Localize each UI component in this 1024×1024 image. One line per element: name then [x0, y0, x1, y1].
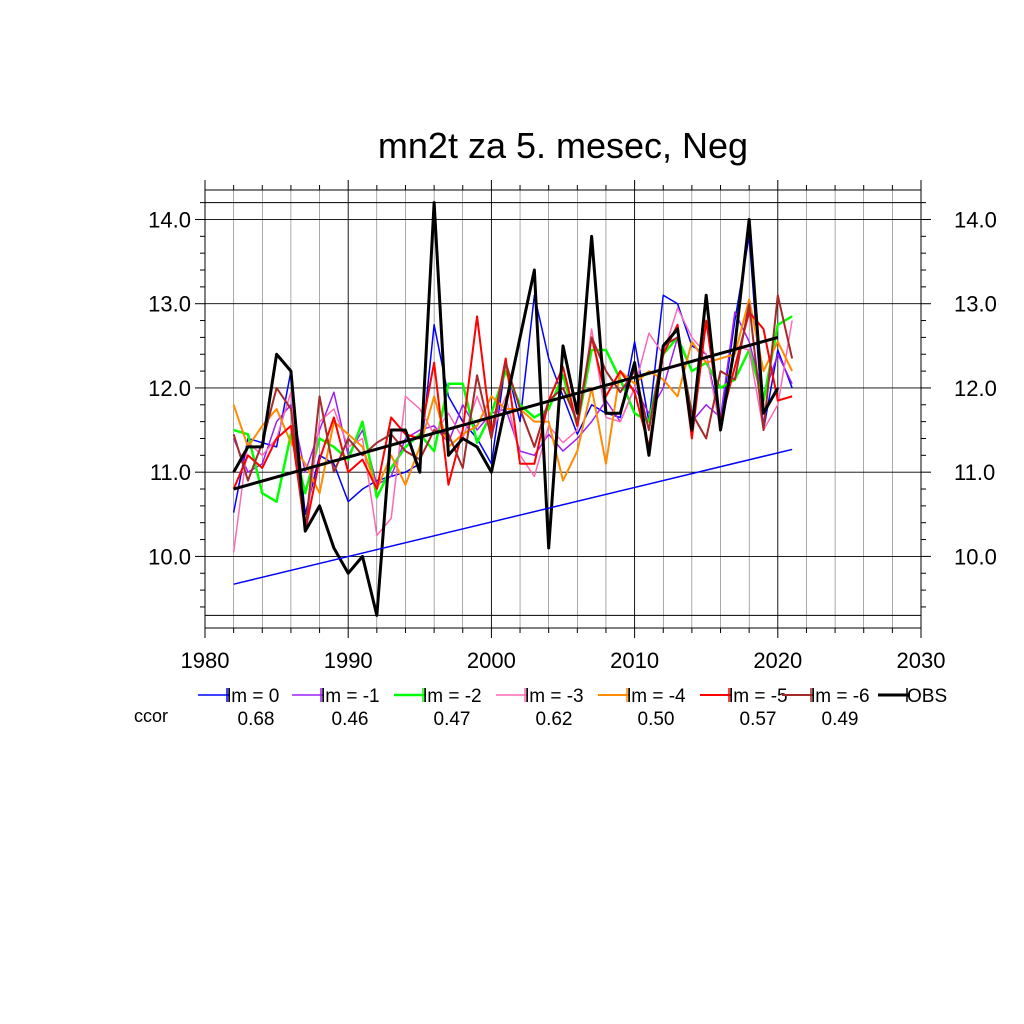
y-tick-label: 12.0 — [148, 376, 191, 401]
x-tick-label: 2010 — [610, 648, 659, 673]
grid — [204, 190, 922, 628]
x-tick-label: 2030 — [897, 648, 946, 673]
y-tick-label-right: 13.0 — [954, 292, 997, 317]
legend-label: lm = -5 — [729, 686, 788, 707]
series-line-lm-3 — [232, 307, 793, 553]
y-tick-label: 10.0 — [148, 544, 191, 569]
y-tick-label: 14.0 — [148, 207, 191, 232]
ccor-label: ccor — [134, 706, 168, 726]
trend-line-obs-trend — [233, 335, 779, 491]
legend-ccor-value: 0.57 — [740, 709, 777, 730]
legend-item: lm = 00.68 — [198, 686, 279, 730]
legend-label: lm = -2 — [423, 686, 482, 707]
legend-ccor-value: 0.50 — [638, 709, 675, 730]
legend-ccor-value: 0.46 — [332, 709, 369, 730]
x-tick-label: 2000 — [467, 648, 516, 673]
legend-item: lm = -20.47 — [394, 686, 482, 730]
legend-label: lm = -1 — [321, 686, 380, 707]
legend-item: lm = -50.57 — [700, 686, 788, 730]
legend-item: lm = -40.50 — [598, 686, 686, 730]
y-tick-label-right: 14.0 — [954, 207, 997, 232]
legend-label: OBS — [907, 686, 947, 707]
trend-line-lm-0-trend — [233, 448, 793, 585]
legend-ccor-value: 0.62 — [536, 709, 573, 730]
legend-label: lm = -3 — [525, 686, 584, 707]
axis-ticks: 1980 1990 2000 2010 2020 2030 10.0 10.0 11.0 11.0… — [148, 180, 997, 673]
y-tick-label: 11.0 — [150, 460, 191, 485]
series-line-obs — [232, 201, 780, 617]
legend-ccor-value: 0.68 — [238, 709, 275, 730]
legend-ccor-value: 0.47 — [434, 709, 471, 730]
y-tick-label-right: 11.0 — [954, 460, 995, 485]
legend-ccor-value: 0.49 — [822, 709, 859, 730]
y-tick-label: 13.0 — [148, 292, 191, 317]
chart-title: mn2t za 5. mesec, Neg — [378, 125, 748, 166]
x-tick-label: 2020 — [753, 648, 802, 673]
x-tick-label: 1990 — [324, 648, 373, 673]
legend-item: lm = -60.49 — [782, 686, 870, 730]
legend-item: lm = -30.62 — [496, 686, 584, 730]
legend-label: lm = 0 — [227, 686, 279, 707]
legend-item: lm = -10.46 — [292, 686, 380, 730]
series-line-lm-6 — [232, 294, 794, 533]
x-tick-label: 1980 — [181, 648, 230, 673]
legend-label: lm = -6 — [811, 686, 870, 707]
legend-label: lm = -4 — [627, 686, 686, 707]
y-tick-label-right: 12.0 — [954, 376, 997, 401]
plot-frame — [204, 189, 922, 629]
series-line-lm-1 — [232, 311, 793, 486]
data-lines — [232, 201, 794, 617]
legend-item: OBS — [878, 686, 947, 707]
y-tick-label-right: 10.0 — [954, 544, 997, 569]
